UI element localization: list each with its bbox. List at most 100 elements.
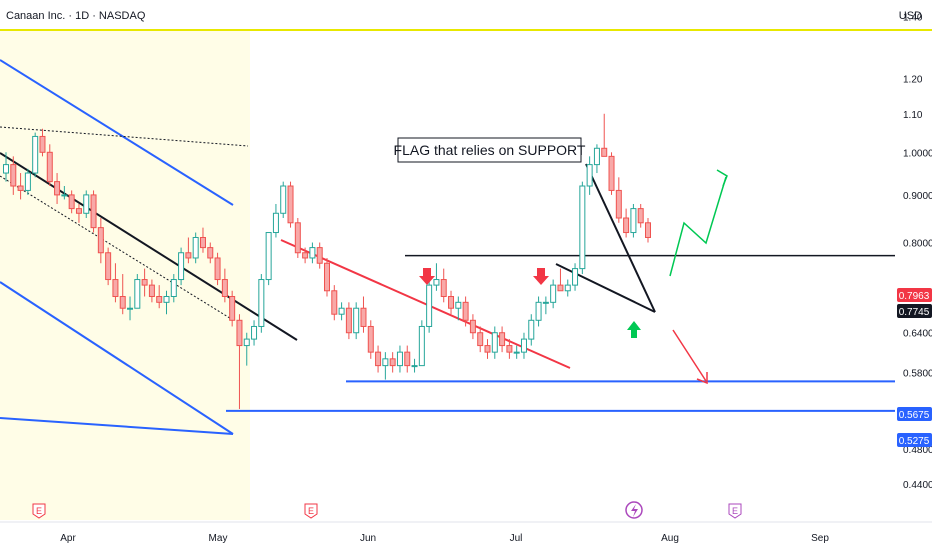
flag-line-lower — [555, 263, 656, 313]
annotation-text: FLAG that relies on SUPPORT — [394, 142, 586, 158]
candle-body — [331, 290, 338, 315]
candle-body — [426, 284, 433, 327]
dotted-line-top — [0, 126, 249, 147]
candle-body — [54, 181, 61, 196]
candle-body — [389, 358, 396, 367]
candle-body — [236, 319, 243, 347]
y-tick-label: 1.10 — [903, 110, 923, 121]
candle-body — [83, 194, 90, 214]
candle-body — [207, 247, 214, 259]
y-tick-label: 0.5800 — [903, 369, 932, 380]
candle-body — [491, 332, 498, 353]
candle-body — [185, 252, 192, 259]
candle-body — [24, 172, 31, 191]
candle-body — [477, 332, 484, 347]
currency-label[interactable]: USD — [898, 10, 922, 22]
candle-body — [119, 296, 126, 309]
green-projection-head — [716, 169, 728, 187]
trendline-lower — [0, 417, 234, 435]
green-projection — [669, 176, 727, 277]
trendline-channel-top — [0, 59, 234, 206]
price-label-box — [897, 304, 932, 318]
x-tick-label: Aug — [661, 533, 679, 544]
candle-body — [579, 185, 586, 270]
candle-body — [280, 185, 287, 214]
red-down-arrow — [419, 268, 435, 285]
candle-body — [75, 208, 82, 214]
candle-body — [637, 208, 644, 224]
y-tick-label: 1.20 — [903, 75, 923, 86]
candle-body — [287, 185, 294, 224]
y-tick-label: 0.9000 — [903, 191, 932, 202]
candle-body — [615, 189, 622, 219]
earnings-marker-label: E — [308, 506, 314, 516]
candle-body — [499, 332, 506, 347]
candle-body — [418, 325, 425, 367]
price-label-text: 0.5275 — [899, 436, 930, 447]
candle-body — [156, 296, 163, 303]
candle-body — [513, 351, 520, 354]
candle-body — [396, 351, 403, 367]
candle-body — [68, 194, 75, 210]
candle-body — [367, 325, 374, 353]
candle-body — [178, 252, 185, 281]
candle-body — [353, 307, 360, 334]
candle-body — [309, 247, 316, 259]
candle-body — [97, 227, 104, 254]
candle-body — [229, 296, 236, 321]
candle-body — [148, 284, 155, 298]
x-tick-label: Jul — [510, 533, 523, 544]
green-up-arrow — [627, 321, 641, 338]
candle-body — [265, 232, 272, 281]
candle-body — [272, 212, 279, 234]
candle-body — [404, 351, 411, 367]
candle-body — [557, 284, 564, 292]
candle-body — [338, 307, 345, 315]
candle-body — [302, 252, 309, 259]
earnings-marker — [304, 503, 318, 519]
x-tick-label: Sep — [811, 533, 829, 544]
price-label-box — [897, 288, 932, 302]
highlight-zone — [0, 30, 250, 520]
candle-body — [455, 301, 462, 309]
candle-body — [39, 135, 46, 153]
candle-body — [572, 268, 579, 286]
candle-body — [112, 279, 119, 298]
candle-body — [345, 307, 352, 334]
candle-body — [32, 135, 39, 174]
earnings-marker-label: E — [36, 506, 42, 516]
candle-body — [440, 279, 447, 298]
candle-body — [61, 194, 68, 197]
candle-body — [46, 151, 53, 183]
candle-body — [192, 236, 199, 259]
y-tick-label: 0.8000 — [903, 239, 932, 250]
candle-body — [360, 307, 367, 327]
x-tick-label: May — [209, 533, 228, 544]
lightning-icon — [631, 504, 638, 517]
x-tick-label: Apr — [60, 533, 76, 544]
candle-body — [141, 279, 148, 286]
candle-body — [105, 252, 112, 281]
candle-body — [316, 247, 323, 264]
symbol-title[interactable]: Canaan Inc. · 1D · NASDAQ — [6, 10, 146, 22]
candle-body — [134, 279, 141, 309]
candle-body — [433, 279, 440, 286]
candle-body — [258, 279, 265, 327]
candle-body — [170, 279, 177, 298]
candle-body — [382, 358, 389, 367]
y-tick-label: 1.40 — [903, 12, 923, 23]
price-label-text: 0.7963 — [899, 291, 930, 302]
candle-body — [251, 325, 258, 340]
earnings-marker — [32, 503, 46, 519]
candle-body — [243, 338, 250, 347]
candle-body — [623, 217, 630, 234]
candle-body — [469, 319, 476, 334]
price-label-text: 0.5675 — [899, 410, 930, 421]
price-label-box — [897, 407, 932, 421]
y-tick-label: 0.6400 — [903, 329, 932, 340]
candle-body — [506, 345, 513, 353]
candle-body — [462, 301, 469, 321]
candle-body — [601, 147, 608, 157]
candle-body — [520, 338, 527, 353]
